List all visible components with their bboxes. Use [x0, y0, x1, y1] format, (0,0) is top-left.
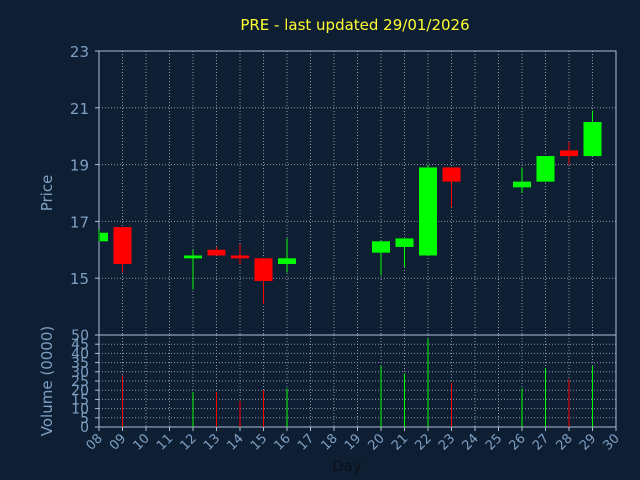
candle-body	[113, 227, 132, 264]
volume-tick-label: 50	[71, 328, 89, 344]
day-tick-label: 10	[131, 431, 153, 453]
day-tick-label: 15	[248, 431, 270, 453]
candle-body	[442, 167, 461, 182]
day-tick-label: 18	[319, 431, 341, 453]
day-tick-label: 26	[507, 431, 529, 453]
day-tick-label: 25	[483, 431, 505, 453]
candle-body	[100, 232, 108, 242]
candle-body	[583, 122, 602, 157]
day-tick-label: 23	[436, 431, 458, 453]
day-tick-label: 24	[460, 431, 482, 453]
day-tick-label: 29	[577, 431, 599, 453]
volume-bars	[122, 338, 593, 427]
day-tick-label: 13	[201, 431, 223, 453]
price-grid	[98, 51, 617, 335]
volume-tick-label: 25	[71, 374, 89, 390]
candle-body	[254, 258, 273, 282]
price-axis-label: Price	[38, 175, 56, 212]
candle-body	[184, 255, 202, 259]
volume-tick-label: 35	[71, 356, 89, 372]
volume-tick-label: 45	[71, 337, 89, 353]
day-tick-label: 12	[178, 431, 200, 453]
volume-tick-label: 40	[71, 346, 89, 362]
day-axis-ticks: 08 09 10 11 12 13 14 15 16 17 18 19 20 21 22 23 24 25 26 27…	[84, 427, 623, 454]
volume-tick-label: 10	[71, 402, 89, 418]
day-tick-label: 27	[530, 431, 552, 453]
volume-grid	[98, 335, 617, 427]
candle-body	[536, 156, 555, 182]
volume-tick-label: 0	[80, 420, 89, 436]
price-tick-label: 15	[70, 270, 89, 288]
day-tick-label: 09	[107, 431, 129, 453]
day-tick-label: 20	[366, 431, 388, 453]
volume-tick-label: 15	[71, 392, 89, 408]
day-tick-label: 14	[225, 431, 247, 453]
chart-title: PRE - last updated 29/01/2026	[240, 16, 469, 34]
day-tick-label: 17	[295, 431, 317, 453]
day-tick-label: 19	[342, 431, 364, 453]
day-tick-label: 11	[154, 431, 176, 453]
price-tick-label: 17	[70, 213, 89, 231]
price-tick-label: 21	[70, 100, 89, 118]
candle-body	[372, 241, 390, 253]
price-tick-label: 23	[70, 43, 89, 61]
price-tick-label: 19	[70, 157, 89, 175]
candle-body	[560, 150, 578, 157]
day-tick-label: 21	[389, 431, 411, 453]
volume-tick-label: 30	[71, 365, 89, 381]
candle-body	[231, 255, 249, 259]
volume-tick-label: 5	[80, 411, 89, 427]
candle-body	[278, 258, 296, 264]
candle-body	[207, 249, 226, 256]
volume-tick-label: 20	[71, 383, 89, 399]
day-tick-label: 16	[272, 431, 294, 453]
candle-body	[395, 238, 414, 247]
candle-body	[419, 167, 437, 256]
volume-axis-label: Volume (0000)	[38, 326, 56, 436]
day-tick-label: 28	[554, 431, 576, 453]
price-axis-ticks: 15 17 19 21 23	[70, 43, 99, 288]
candles	[98, 110, 602, 304]
day-axis-label: Day	[332, 457, 362, 475]
day-tick-label: 30	[601, 431, 623, 453]
candle-body	[513, 181, 531, 188]
day-tick-label: 22	[413, 431, 435, 453]
